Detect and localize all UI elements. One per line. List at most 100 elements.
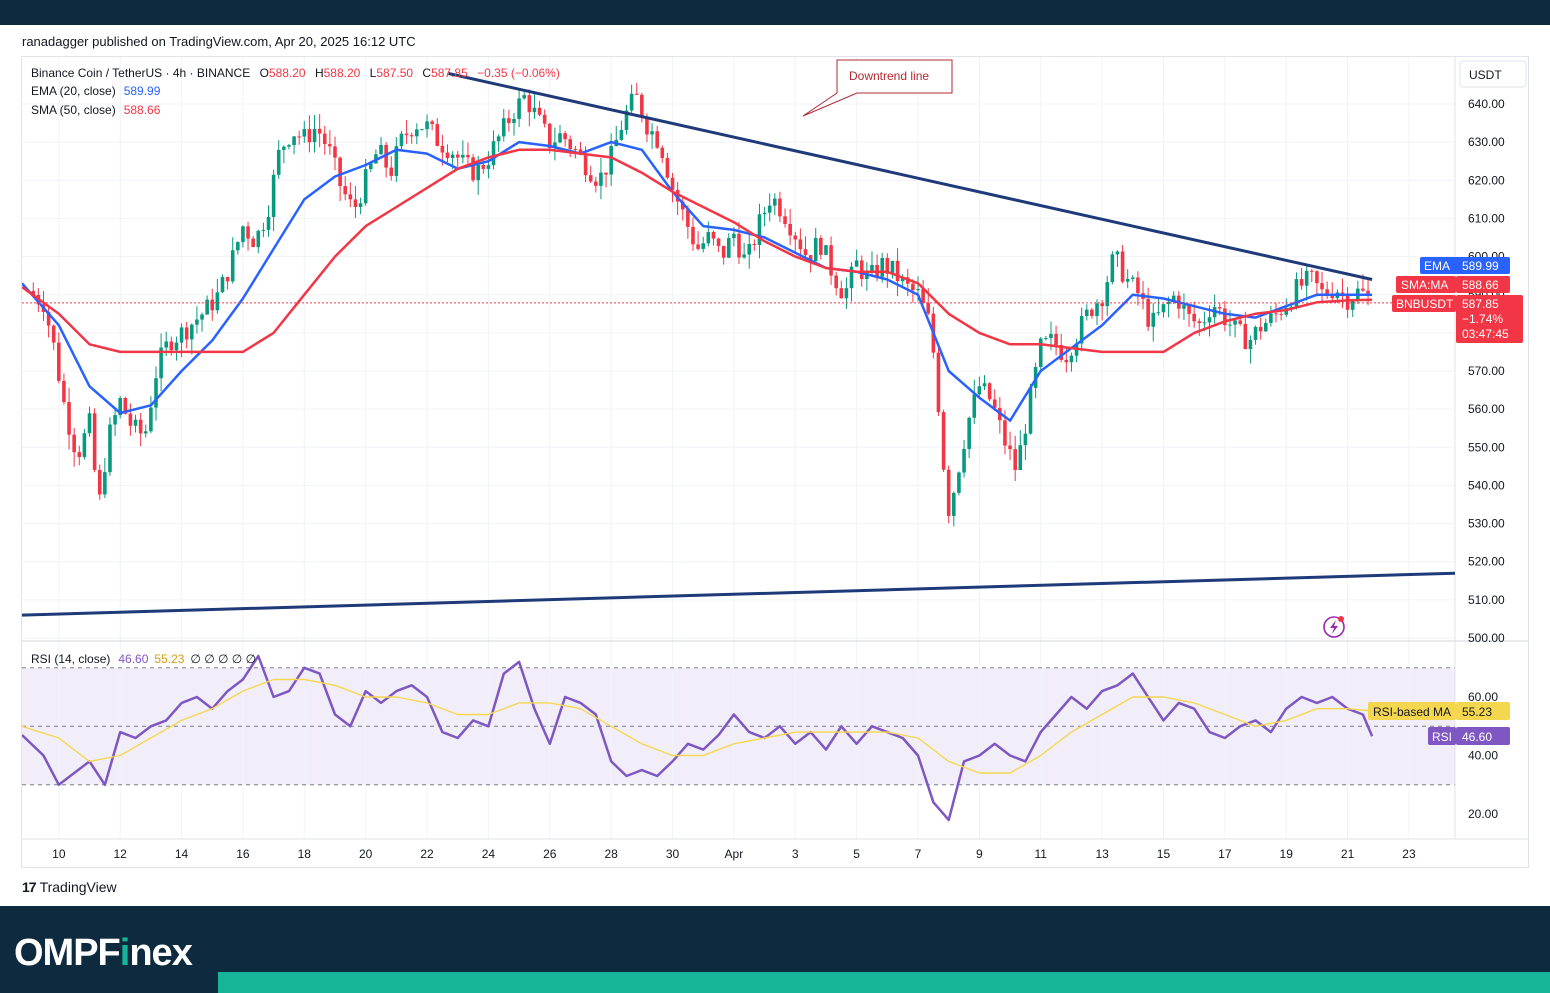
candle-body [599,172,603,186]
candle-body [328,144,332,147]
candle-body [246,226,250,239]
candle-body [87,413,92,434]
candle-body [1248,339,1253,350]
candle-body [1233,320,1237,325]
rsi-axis-ticks: 20.00 40.00 60.00 [1468,690,1498,821]
candle-body [445,152,450,159]
candle-body [645,117,649,135]
time-tick-label: Apr [725,847,744,861]
candle-body [624,110,629,130]
candle-body [1310,270,1314,272]
candle-body [312,128,317,143]
candle-body [184,327,189,340]
tradingview-logo-icon: 17 [22,879,37,895]
time-tick-label: 14 [175,847,189,861]
candle-body [466,154,470,158]
candle-body [885,258,890,274]
candle-body [716,238,721,246]
time-tick-label: 18 [298,847,312,861]
low-label: L [370,66,377,80]
currency-button[interactable]: USDT [1459,60,1527,88]
candle-body [1136,277,1140,294]
candle-body [532,107,537,113]
candle-body [241,226,245,243]
candle-body [1299,279,1304,286]
candle-body [1279,314,1283,316]
candle-body [1105,282,1110,307]
candle-body [149,407,153,432]
candle-body [420,129,424,131]
time-tick-label: 26 [543,847,557,861]
candle-body [870,264,874,271]
candle-body [256,230,261,248]
time-tick-label: 9 [976,847,983,861]
candle-body [594,181,598,186]
candle-body [680,201,685,210]
candle-body [629,93,634,111]
last-price-tag: BNBUSDT 587.85 −1.74% 03:47:45 [1392,295,1523,343]
candle-body [92,413,97,470]
candle-body [302,129,307,137]
sma-legend-value: 588.66 [124,103,161,117]
candle-body [143,431,148,434]
sma-price-tag: SMA:MA 588.66 [1396,276,1510,293]
sma-legend-label: SMA (50, close) [31,103,116,117]
candle-body [1197,321,1202,324]
candle-body [1044,338,1048,340]
candle-body [1315,271,1319,284]
candle-body [271,174,276,217]
svg-text:SMA (50, close)588.66: SMA (50, close) 588.66 [31,103,161,117]
time-tick-label: 3 [792,847,799,861]
chart-canvas[interactable]: 500.00510.00520.00530.00540.00550.00560.… [22,57,1528,867]
candle-body [128,413,133,426]
publisher-line: ranadagger published on TradingView.com,… [22,34,416,49]
candle-body [266,216,271,230]
candle-body [1223,308,1227,326]
candle-body [619,129,624,140]
time-tick-label: 12 [114,847,128,861]
high-label: H [315,66,324,80]
price-tick-label: 620.00 [1468,173,1505,187]
candle-body [461,154,465,158]
candle-body [1110,254,1115,283]
candle-body [578,149,583,154]
support-line [22,571,1455,617]
candle-body [287,145,291,147]
candle-body [813,237,818,262]
candle-body [793,235,798,240]
candle-body [522,95,527,99]
candle-body [363,169,368,204]
candle-body [82,433,87,457]
candle-body [399,133,404,147]
candle-body [1090,309,1094,317]
candle-body [1125,278,1130,282]
candle-body [1069,355,1074,363]
candle-body [164,341,169,348]
candle-body [829,245,833,276]
candle-body [1366,290,1370,296]
candle-body [1131,277,1135,279]
candle-body [670,177,675,190]
candle-body [726,238,731,258]
candle-body [450,154,455,159]
candle-body [57,342,61,381]
candle-body [51,325,56,343]
candle-body [650,131,654,135]
candle-body [225,276,230,282]
candle-body [1361,288,1365,291]
lightning-icon[interactable] [1323,616,1345,638]
candle-body [936,352,941,413]
symbol-label: Binance Coin / TetherUS · 4h · BINANCE [31,66,250,80]
candle-body [788,223,792,236]
candle-body [348,194,353,200]
candle-body [711,232,716,239]
svg-text:RSI: RSI [1432,730,1452,744]
time-tick-label: 10 [52,847,66,861]
candle-body [261,229,266,231]
tradingview-logo[interactable]: 17 TradingView [22,879,117,895]
downtrend-annotation[interactable]: Downtrend line [802,59,953,117]
candle-body [507,118,511,124]
candle-body [1182,305,1186,309]
candle-body [1023,433,1028,446]
